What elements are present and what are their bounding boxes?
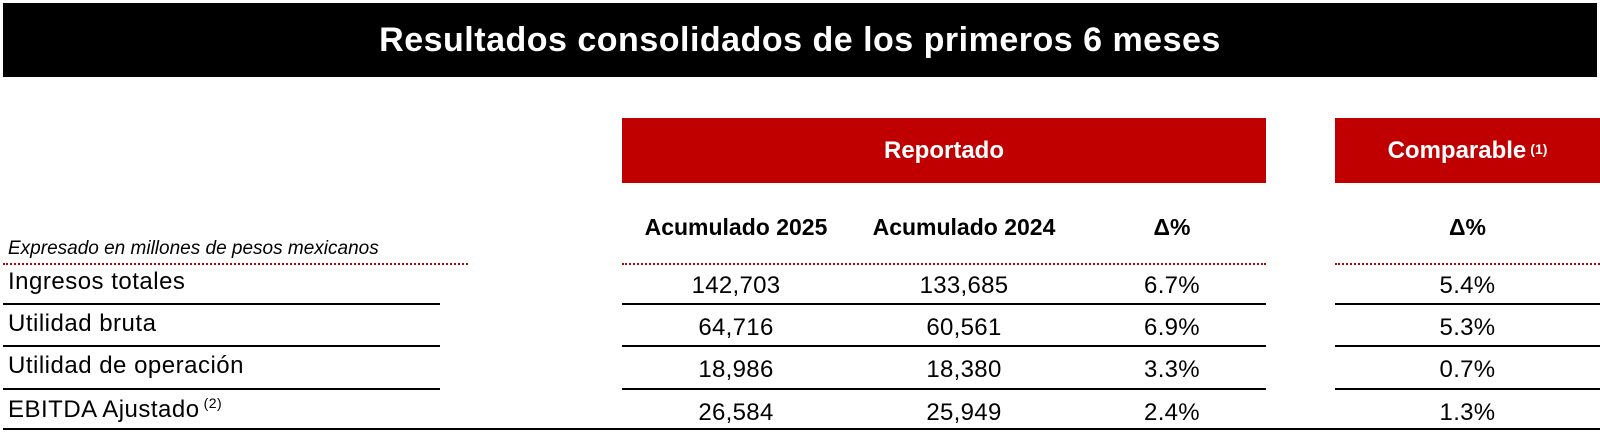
page-title: Resultados consolidados de los primeros …: [379, 20, 1221, 59]
cell-acum-2025: 26,584: [698, 399, 774, 426]
table-bottom-border: [3, 428, 1600, 430]
cell-acum-2024: 25,949: [926, 399, 1002, 426]
reportado-header: Reportado: [622, 118, 1266, 183]
cell-acum-2024: 60,561: [926, 314, 1002, 341]
cell-comparable-delta: 1.3%: [1439, 399, 1496, 426]
cell-delta: 6.7%: [1144, 272, 1200, 299]
cell-acum-2025: 142,703: [691, 272, 781, 299]
cell-comparable-delta: 0.7%: [1439, 356, 1496, 383]
footnote-marker: (2): [203, 395, 223, 411]
column-header-acumulado-2025: Acumulado 2025: [644, 213, 828, 240]
header-divider: [3, 263, 468, 265]
row-divider: [622, 345, 1266, 347]
cell-acum-2024: 18,380: [926, 356, 1002, 383]
row-divider: [3, 388, 440, 390]
cell-delta: 2.4%: [1144, 399, 1200, 426]
cell-acum-2025: 18,986: [698, 356, 774, 383]
row-divider: [3, 303, 440, 305]
comparable-label: Comparable: [1387, 136, 1527, 164]
row-label-ebitda-ajustado: EBITDA Ajustado (2): [8, 395, 222, 424]
cell-comparable-delta: 5.4%: [1439, 272, 1496, 299]
row-divider: [1335, 303, 1600, 305]
row-divider: [622, 388, 1266, 390]
cell-comparable-delta: 5.3%: [1439, 314, 1496, 341]
cell-delta: 3.3%: [1144, 356, 1200, 383]
row-divider: [1335, 345, 1600, 347]
column-header-comparable-delta: Δ%: [1449, 213, 1486, 240]
row-label-utilidad-bruta: Utilidad bruta: [8, 310, 157, 337]
page-title-bar: Resultados consolidados de los primeros …: [3, 3, 1597, 77]
cell-acum-2024: 133,685: [919, 272, 1009, 299]
header-divider: [622, 263, 1266, 265]
row-divider: [1335, 388, 1600, 390]
cell-acum-2025: 64,716: [698, 314, 774, 341]
cell-delta: 6.9%: [1144, 314, 1200, 341]
row-divider: [622, 303, 1266, 305]
row-divider: [3, 345, 440, 347]
row-label-ingresos-totales: Ingresos totales: [8, 268, 186, 295]
row-label-utilidad-de-operacion: Utilidad de operación: [8, 352, 244, 379]
units-note: Expresado en millones de pesos mexicanos: [8, 238, 379, 259]
comparable-header: Comparable (1): [1335, 118, 1600, 183]
comparable-footnote-marker: (1): [1530, 140, 1548, 157]
header-divider: [1335, 263, 1600, 265]
row-label-text: EBITDA Ajustado: [8, 396, 200, 423]
reportado-label: Reportado: [884, 136, 1004, 164]
column-header-acumulado-2024: Acumulado 2024: [872, 213, 1056, 240]
column-header-delta: Δ%: [1153, 213, 1191, 240]
